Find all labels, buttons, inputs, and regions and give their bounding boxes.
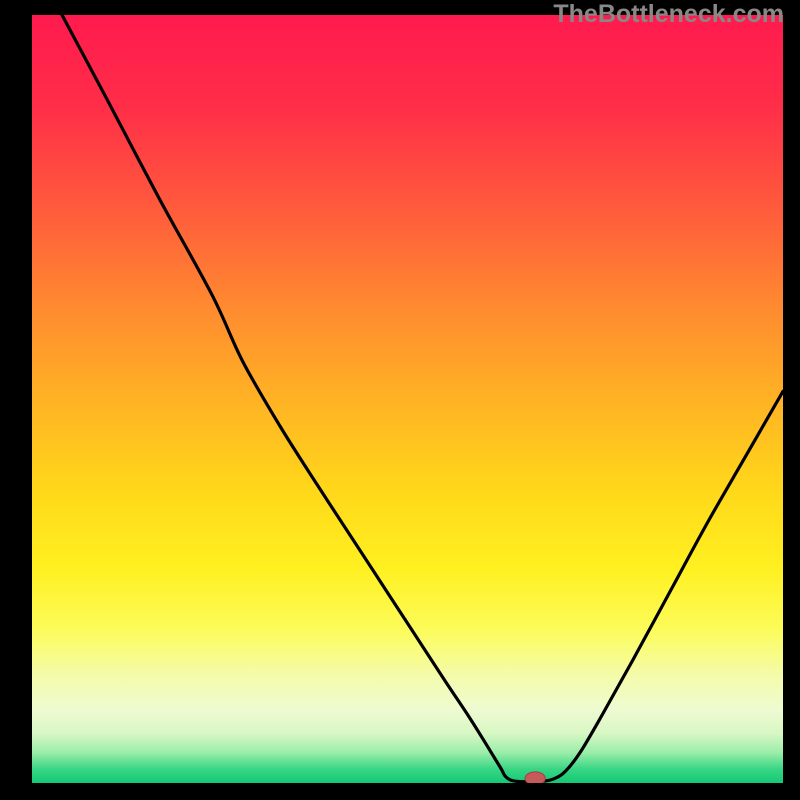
optimal-marker [525,772,545,783]
plot-svg [32,15,783,783]
chart-frame: TheBottleneck.com [0,0,800,800]
watermark-text: TheBottleneck.com [553,0,784,29]
gradient-background [32,15,783,783]
plot-area [32,15,783,783]
